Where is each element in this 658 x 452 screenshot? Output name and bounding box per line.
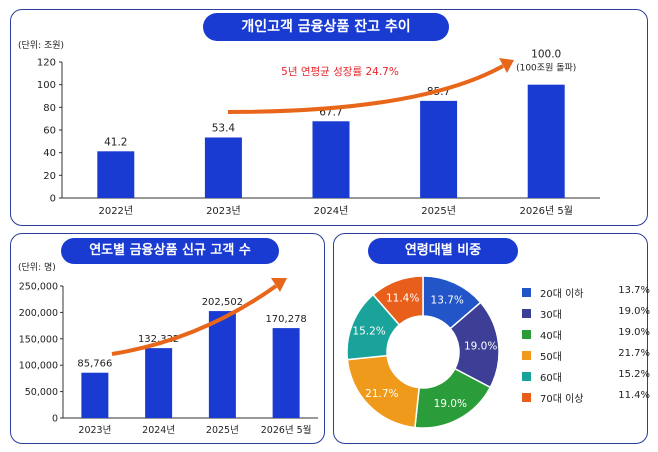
bar-value-label: 170,278 — [265, 314, 306, 325]
growth-arrow-head — [499, 58, 514, 73]
legend-swatch — [522, 309, 531, 318]
y-tick-label: 150,000 — [19, 334, 58, 345]
y-unit-label: (단위: 조원) — [18, 40, 64, 51]
legend-value: 21.7% — [618, 348, 650, 359]
balance-bar-chart: (단위: 조원) 0 20 40 60 80 100 120 41.2 2022년 53.4 2023… — [18, 40, 600, 217]
y-tick-label: 20 — [43, 171, 56, 182]
slice-value-label: 15.2% — [352, 326, 385, 338]
legend-swatch — [522, 372, 531, 381]
bar-value-label: 85,766 — [77, 359, 112, 370]
age-share-legend: 20대 이하 13.7% 30대 19.0% 40대 19.0% 50대 21.7% 60대 15… — [522, 285, 650, 411]
bar-value-label: 53.4 — [212, 122, 236, 134]
bar — [97, 151, 135, 198]
growth-annotation: 5년 연평균 성장률 24.7% — [281, 66, 399, 78]
slice-value-label: 19.0% — [434, 398, 467, 410]
donut-slice — [372, 275, 424, 326]
y-tick-label: 200,000 — [19, 308, 58, 319]
growth-arrow — [227, 64, 504, 114]
bar — [312, 121, 350, 198]
slice-value-label: 19.0% — [464, 340, 497, 352]
legend-value: 11.4% — [618, 390, 650, 401]
x-tick-label: 2024년 — [142, 425, 175, 436]
legend-value: 15.2% — [618, 369, 650, 380]
legend-swatch — [522, 288, 531, 297]
legend-item: 20대 이하 13.7% — [522, 285, 650, 306]
legend-value: 13.7% — [618, 285, 650, 296]
y-tick-label: 50,000 — [25, 387, 58, 398]
y-tick-label: 100,000 — [19, 361, 58, 372]
y-tick-label: 120 — [37, 58, 56, 69]
y-tick-label: 100 — [37, 80, 56, 91]
legend-label: 60대 — [540, 373, 562, 384]
legend-label: 20대 이하 — [540, 289, 584, 300]
growth-arrow — [111, 284, 278, 356]
bar-value-label: 132,322 — [138, 334, 179, 345]
bar-value-label: 41.2 — [104, 136, 127, 148]
bar-value-label: 202,502 — [202, 297, 243, 308]
legend-item: 60대 15.2% — [522, 369, 650, 390]
legend-item: 70대 이상 11.4% — [522, 390, 650, 411]
legend-label: 30대 — [540, 310, 562, 321]
legend-label: 40대 — [540, 331, 562, 342]
donut-slice — [346, 354, 420, 429]
x-tick-label: 2023년 — [206, 205, 241, 217]
legend-value: 19.0% — [618, 306, 650, 317]
legend-label: 70대 이상 — [540, 394, 584, 405]
bar — [208, 311, 236, 418]
legend-item: 50대 21.7% — [522, 348, 650, 369]
x-tick-label: 2023년 — [78, 425, 111, 436]
y-tick-label: 0 — [50, 194, 56, 205]
legend-swatch — [522, 330, 531, 339]
age-share-chart-title: 연령대별 비중 — [368, 238, 518, 264]
slice-value-label: 11.4% — [386, 293, 419, 305]
bar — [420, 100, 458, 198]
balance-chart-title: 개인고객 금융상품 잔고 추이 — [203, 13, 449, 41]
legend-value: 19.0% — [618, 327, 650, 338]
bar — [204, 137, 242, 198]
x-tick-label: 2025년 — [206, 425, 239, 436]
new-customers-bar-chart: (단위: 명) 0 50,000 100,000 150,000 200,000 250,0… — [18, 262, 318, 436]
y-tick-label: 40 — [43, 148, 56, 159]
bar — [272, 328, 300, 418]
y-tick-label: 250,000 — [19, 282, 58, 293]
y-tick-label: 80 — [43, 103, 56, 114]
bar — [145, 348, 173, 418]
bar — [527, 84, 565, 198]
bar — [81, 372, 109, 418]
x-tick-label: 2026년 5월 — [261, 424, 312, 436]
x-tick-label: 2022년 — [98, 205, 133, 217]
legend-item: 40대 19.0% — [522, 327, 650, 348]
slice-value-label: 21.7% — [365, 388, 398, 400]
legend-swatch — [522, 393, 531, 402]
x-tick-label: 2025년 — [421, 205, 456, 217]
legend-label: 50대 — [540, 352, 562, 363]
x-tick-label: 2024년 — [314, 205, 349, 217]
growth-arrow-head — [271, 278, 287, 292]
slice-value-label: 13.7% — [431, 294, 464, 306]
legend-swatch — [522, 351, 531, 360]
bar-value-label: 100.0 — [531, 49, 561, 61]
y-tick-label: 0 — [52, 414, 58, 425]
age-share-donut-chart: 13.7% 19.0% 19.0% 21.7% 15.2% 11.4% — [346, 275, 500, 429]
new-customers-chart-title: 연도별 금융상품 신규 고객 수 — [61, 238, 279, 264]
bar-extra-label: (100조원 돌파) — [516, 63, 576, 74]
y-tick-label: 60 — [43, 126, 56, 137]
x-tick-label: 2026년 5월 — [520, 205, 573, 217]
legend-item: 30대 19.0% — [522, 306, 650, 327]
y-unit-label: (단위: 명) — [18, 262, 56, 273]
